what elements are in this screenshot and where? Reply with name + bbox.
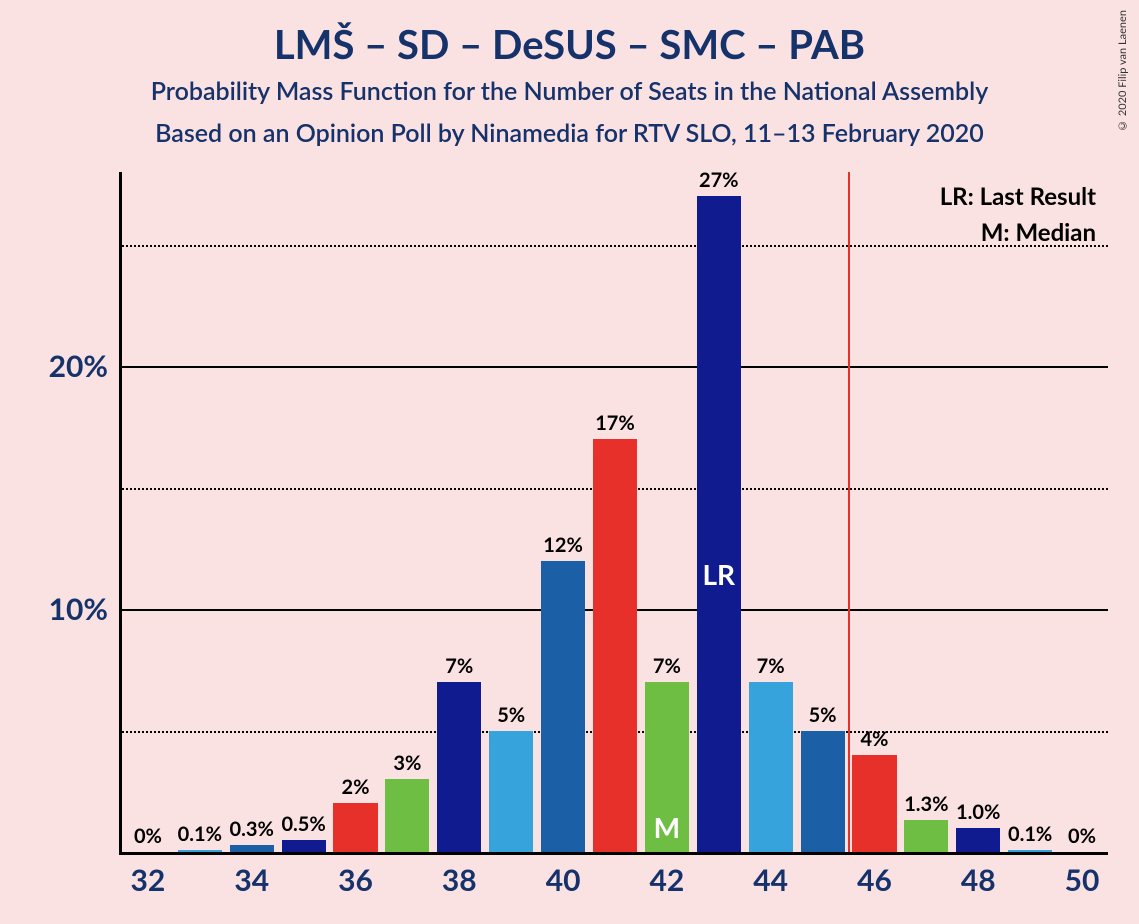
bar: 1.0% (956, 828, 1000, 852)
bar-value-label: 7% (653, 654, 681, 682)
bar-value-label: 1.3% (904, 792, 948, 820)
bar-value-label: 27% (699, 168, 739, 196)
y-axis (119, 172, 122, 852)
bar-value-label: 5% (809, 703, 837, 731)
bar-value-label: 0% (134, 824, 162, 852)
bar-value-label: 7% (757, 654, 785, 682)
bar: 7% (437, 682, 481, 852)
x-tick-label: 50 (1065, 852, 1100, 898)
chart-plot-area: 10%20%0%0.1%0.3%0.5%2%3%7%5%12%17%7%M27%… (122, 172, 1108, 852)
x-tick-label: 48 (961, 852, 996, 898)
bar: 1.3% (904, 820, 948, 852)
bar-value-label: 0.1% (178, 822, 222, 850)
bar-value-label: 1.0% (956, 800, 1000, 828)
x-tick-label: 46 (857, 852, 892, 898)
bar-value-label: 0.3% (230, 817, 274, 845)
x-tick-label: 42 (649, 852, 684, 898)
bar: 17% (593, 439, 637, 852)
y-tick-label: 20% (49, 348, 122, 384)
copyright-label: © 2020 Filip van Laenen (1116, 10, 1129, 132)
bar-value-label: 3% (393, 751, 421, 779)
median-marker: M (654, 810, 680, 844)
chart-subtitle-2: Based on an Opinion Poll by Ninamedia fo… (0, 118, 1139, 148)
bar: 12% (541, 561, 585, 852)
x-tick-label: 34 (234, 852, 269, 898)
gridline (122, 245, 1108, 247)
x-tick-label: 40 (546, 852, 581, 898)
x-tick-label: 36 (338, 852, 373, 898)
bar-value-label: 4% (860, 727, 888, 755)
y-tick-label: 10% (49, 591, 122, 627)
bar: 27%LR (697, 196, 741, 852)
bar-value-label: 0.1% (1008, 822, 1052, 850)
bar-value-label: 5% (497, 703, 525, 731)
bar: 5% (489, 731, 533, 852)
bar: 4% (852, 755, 896, 852)
chart-title: LMŠ – SD – DeSUS – SMC – PAB (0, 20, 1139, 68)
bar-value-label: 12% (543, 533, 583, 561)
bar-value-label: 2% (342, 775, 370, 803)
legend-last-result: LR: Last Result (940, 182, 1096, 211)
bar-value-label: 7% (445, 654, 473, 682)
last-result-marker: LR (702, 557, 735, 591)
legend-median: M: Median (981, 218, 1096, 247)
bar-value-label: 0% (1068, 824, 1096, 852)
x-tick-label: 44 (753, 852, 788, 898)
x-tick-label: 32 (131, 852, 166, 898)
chart-subtitle-1: Probability Mass Function for the Number… (0, 76, 1139, 106)
bar: 5% (801, 731, 845, 852)
bar-value-label: 17% (595, 411, 635, 439)
bar: 7% (749, 682, 793, 852)
bar: 7%M (645, 682, 689, 852)
bar: 3% (385, 779, 429, 852)
bar-value-label: 0.5% (281, 812, 325, 840)
bar: 0.3% (230, 845, 274, 852)
gridline (122, 366, 1108, 368)
x-tick-label: 38 (442, 852, 477, 898)
reference-line (848, 172, 850, 852)
bar: 0.5% (282, 840, 326, 852)
bar: 2% (333, 803, 377, 852)
